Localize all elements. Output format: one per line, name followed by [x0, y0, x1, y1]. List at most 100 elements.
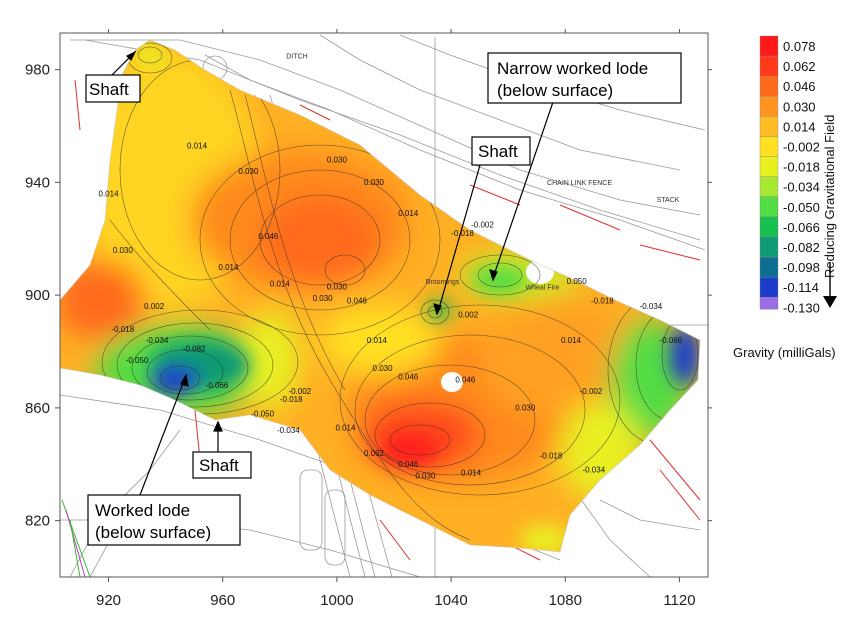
y-tick-label: 900	[25, 287, 50, 304]
x-tick-label: 1080	[549, 592, 582, 609]
x-tick-label: 1120	[663, 592, 695, 609]
contour-label: -0.082	[183, 345, 206, 354]
colorbar-swatch	[759, 55, 779, 77]
contour-label: 0.014	[398, 209, 419, 218]
colorbar-swatch	[759, 35, 779, 57]
colorbar-swatch	[759, 236, 779, 258]
contour-label: 0.030	[113, 246, 134, 255]
map-label: Broomings	[426, 279, 460, 286]
colorbar-level-label: 0.062	[783, 59, 816, 74]
contour-label: 0.030	[415, 471, 436, 480]
colorbar-swatch	[759, 136, 779, 157]
contour-label: 0.014	[461, 469, 482, 478]
callout-arrows	[111, 50, 554, 496]
y-tick-label: 980	[25, 62, 50, 79]
contour-label: 0.030	[327, 282, 348, 291]
contour-label: -0.034	[277, 426, 300, 435]
contour-label: -0.018	[591, 297, 614, 306]
y-tick-label: 860	[25, 400, 50, 417]
y-tick-label: 820	[25, 513, 50, 530]
contour-label: 0.046	[398, 460, 419, 469]
colorbar-swatch	[759, 196, 779, 218]
colorbar-level-label: -0.034	[783, 180, 820, 195]
map-label: STACK	[657, 197, 680, 204]
contour-label: -0.034	[640, 302, 663, 311]
colorbar-level-label: -0.098	[783, 260, 820, 275]
callout-shaft-top-left: Shaft	[85, 74, 141, 103]
contour-label: 0.014	[99, 189, 120, 198]
callout-text: Shaft	[89, 80, 129, 99]
colorbar-level-label: 0.014	[783, 119, 816, 134]
colorbar-side-label: Reducing Gravitational Field	[822, 115, 837, 278]
y-tick-label: 940	[25, 174, 50, 191]
callout-shaft-middle: Shaft	[471, 136, 531, 166]
contour-label: 0.046	[258, 232, 279, 241]
green-magenta-lines	[61, 499, 91, 577]
contour-label: 0.030	[313, 294, 334, 303]
colorbar-swatch	[759, 256, 779, 278]
x-tick-label: 1040	[434, 592, 467, 609]
colorbar-swatch	[759, 176, 779, 197]
contour-label: -0.018	[540, 452, 563, 461]
colorbar-title: Gravity (milliGals)	[733, 345, 836, 360]
colorbar-level-label: 0.030	[783, 99, 816, 114]
colorbar-level-label: -0.002	[783, 140, 820, 155]
contour-label: 0.062	[364, 449, 385, 458]
colorbar-swatch	[759, 297, 779, 310]
axis-ticks: 920 960 1000 1040 1080 1120 980 940 900 860 820	[25, 29, 712, 609]
x-tick-label: 1000	[320, 592, 353, 609]
contour-label: 0.014	[561, 336, 582, 345]
callout-worked-lode: Worked lode (below surface)	[87, 494, 241, 546]
callout-text: (below surface)	[95, 523, 211, 542]
map-label: Wheal Fire	[526, 284, 560, 291]
contour-label: -0.066	[660, 336, 683, 345]
contour-label: -0.066	[206, 381, 229, 390]
plot-frame	[59, 32, 709, 578]
contour-label: 0.014	[270, 280, 291, 289]
colorbar-swatch	[759, 277, 779, 298]
colorbar-level-label: -0.050	[783, 200, 820, 215]
contour-label: 0.014	[367, 336, 388, 345]
colorbar-level-label: -0.114	[783, 280, 819, 295]
colorbar-swatch	[759, 96, 779, 117]
contour-label: 0.014	[187, 142, 208, 151]
contour-label: 0.014	[335, 423, 356, 432]
callout-text: (below surface)	[497, 81, 613, 100]
contour-label: 0.046	[455, 376, 476, 385]
contour-label: -0.002	[471, 220, 494, 229]
contour-label: -0.002	[580, 387, 603, 396]
colorbar-level-label: -0.018	[783, 160, 820, 175]
contour-label: 0.014	[218, 263, 239, 272]
colorbar-level-label: 0.046	[783, 79, 816, 94]
contour-label: -0.018	[451, 229, 474, 238]
contour-label: -0.018	[111, 325, 134, 334]
colorbar-swatch	[759, 116, 779, 137]
contour-label: 0.050	[567, 277, 588, 286]
down-arrow-icon	[823, 262, 837, 308]
contour-label: -0.002	[288, 387, 311, 396]
callout-text: Narrow worked lode	[497, 59, 648, 78]
contour-label: -0.034	[146, 336, 169, 345]
callout-text: Shaft	[478, 142, 518, 161]
contour-label: -0.050	[251, 409, 274, 418]
contour-label: 0.030	[327, 156, 348, 165]
map-label: DITCH	[286, 53, 307, 60]
x-tick-label: 960	[210, 592, 235, 609]
contour-label: 0.030	[238, 167, 259, 176]
contour-labels: 0.014 0.030 0.030 0.030 0.014 0.030 0.046 0.014…	[99, 142, 683, 481]
callout-text: Shaft	[199, 456, 239, 475]
site-map-labels: Broomings Wheal Fire CHAIN LINK FENCE STACK…	[286, 53, 680, 291]
contour-label: 0.002	[458, 311, 479, 320]
callout-shaft-lower: Shaft	[192, 451, 252, 479]
contour-label: 0.046	[347, 297, 368, 306]
colorbar-level-label: -0.082	[783, 240, 820, 255]
survey-boundary	[59, 39, 701, 553]
contour-label: 0.030	[364, 178, 385, 187]
colorbar-swatch	[759, 216, 779, 238]
colorbar-legend: 0.078 0.062 0.046 0.030 0.014 -0.002 -0.018 -0.…	[759, 35, 820, 315]
colorbar-level-label: -0.066	[783, 220, 820, 235]
callout-text: Worked lode	[95, 501, 190, 520]
contour-label: 0.046	[398, 373, 419, 382]
contour-label: 0.030	[373, 364, 394, 373]
